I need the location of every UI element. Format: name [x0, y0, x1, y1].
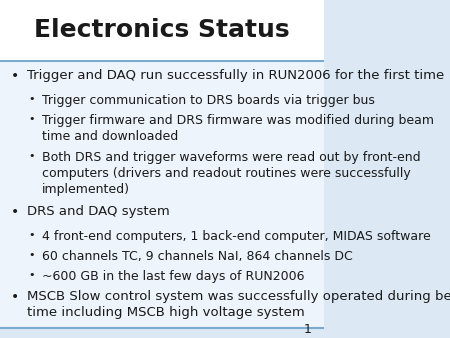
Text: •: • — [11, 69, 20, 83]
Text: Both DRS and trigger waveforms were read out by front-end
computers (drivers and: Both DRS and trigger waveforms were read… — [41, 151, 420, 196]
Text: Trigger firmware and DRS firmware was modified during beam
time and downloaded: Trigger firmware and DRS firmware was mo… — [41, 114, 433, 143]
FancyBboxPatch shape — [0, 61, 324, 328]
Text: ~600 GB in the last few days of RUN2006: ~600 GB in the last few days of RUN2006 — [41, 270, 304, 283]
Text: Trigger communication to DRS boards via trigger bus: Trigger communication to DRS boards via … — [41, 94, 374, 106]
Text: •: • — [11, 290, 20, 304]
Text: 4 front-end computers, 1 back-end computer, MIDAS software: 4 front-end computers, 1 back-end comput… — [41, 230, 430, 242]
Text: •: • — [11, 205, 20, 219]
Text: •: • — [28, 94, 35, 104]
Text: 1: 1 — [304, 323, 311, 336]
Text: DRS and DAQ system: DRS and DAQ system — [27, 205, 169, 218]
Text: Electronics Status: Electronics Status — [34, 18, 290, 43]
Text: MSCB Slow control system was successfully operated during beam
time including MS: MSCB Slow control system was successfull… — [27, 290, 450, 319]
Text: •: • — [28, 270, 35, 280]
Text: •: • — [28, 230, 35, 240]
Text: •: • — [28, 114, 35, 124]
Text: 60 channels TC, 9 channels NaI, 864 channels DC: 60 channels TC, 9 channels NaI, 864 chan… — [41, 250, 352, 263]
FancyBboxPatch shape — [0, 0, 324, 61]
Text: •: • — [28, 151, 35, 161]
Text: Trigger and DAQ run successfully in RUN2006 for the first time: Trigger and DAQ run successfully in RUN2… — [27, 69, 444, 82]
Text: •: • — [28, 250, 35, 260]
